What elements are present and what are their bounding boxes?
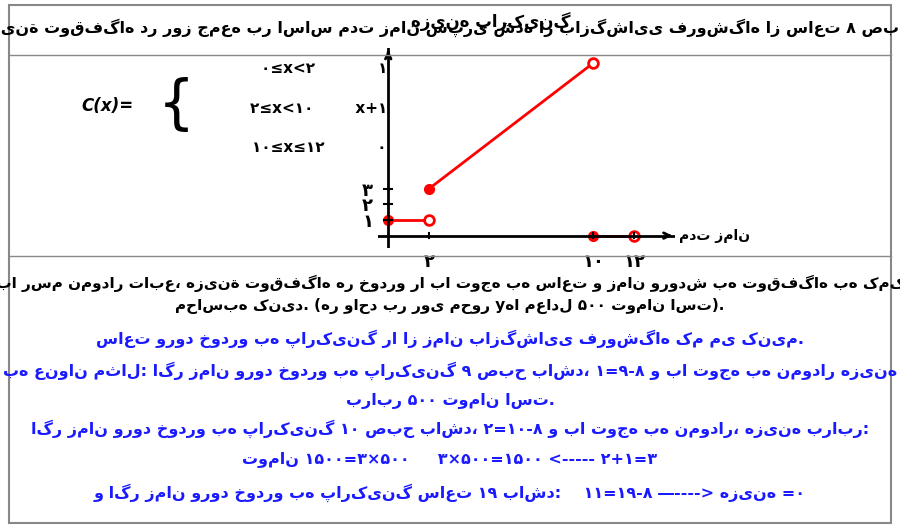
Text: ۱۳. اگر هزینة توقفگاه در روز جمعه بر اساس مدت زمان سپری شده از بازگشایی فروشگاه : ۱۳. اگر هزینة توقفگاه در روز جمعه بر اسا… (0, 18, 900, 37)
Text: برابر ۵۰۰ تومان است.: برابر ۵۰۰ تومان است. (346, 393, 554, 409)
Text: اگر زمان ورود خودرو به پارکینگ ۱۰ صبح باشد، ۲=۱۰-۸ و با توجه به نمودار، هزینه بر: اگر زمان ورود خودرو به پارکینگ ۱۰ صبح با… (31, 420, 869, 438)
Text: ۲≤x<۱۰        x+۱: ۲≤x<۱۰ x+۱ (250, 101, 387, 116)
Text: پیروی کند، با رسم نمودار تابع، هزینة توقفگاه هر خودرو را با توجه به ساعت و زمان : پیروی کند، با رسم نمودار تابع، هزینة توق… (0, 275, 900, 291)
Text: تومان ۱۵۰۰=۳×۵۰۰     ۳×۵۰۰=۱۵۰۰ <----- ۲+۱=۳: تومان ۱۵۰۰=۳×۵۰۰ ۳×۵۰۰=۱۵۰۰ <----- ۲+۱=۳ (242, 451, 658, 467)
Text: ۱۰≤x≤۱۲          ۰: ۱۰≤x≤۱۲ ۰ (253, 140, 387, 155)
Text: محاسبه کنید. (هر واحد بر روی محور yها معادل ۵۰۰ تومان است).: محاسبه کنید. (هر واحد بر روی محور yها مع… (176, 298, 725, 314)
Text: ۰≤x<۲            ۱: ۰≤x<۲ ۱ (261, 61, 387, 76)
Text: به عنوان مثال: اگر زمان ورود خودرو به پارکینگ ۹ صبح باشد، ۱=۹-۸ و با توجه به نمو: به عنوان مثال: اگر زمان ورود خودرو به پا… (3, 362, 897, 380)
Text: ساعت ورود خودرو به پارکینگ را از زمان بازگشایی فروشگاه کم می کنیم.: ساعت ورود خودرو به پارکینگ را از زمان با… (96, 330, 804, 348)
Text: C(x)=: C(x)= (81, 97, 133, 115)
Text: و اگر زمان ورود خودرو به پارکینگ ساعت ۱۹ باشد:    ۱۱=۱۹-۸ ―----> هزینه =۰: و اگر زمان ورود خودرو به پارکینگ ساعت ۱۹… (94, 483, 806, 502)
Text: مدت زمان: مدت زمان (680, 229, 751, 243)
Text: {: { (158, 77, 194, 134)
Text: هزینه پارکینگ: هزینه پارکینگ (411, 13, 571, 32)
